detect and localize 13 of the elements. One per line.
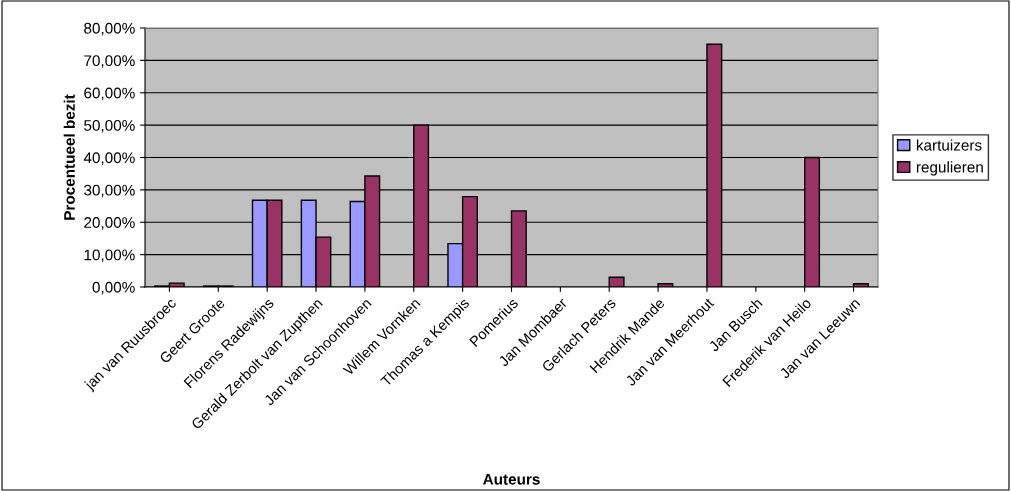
- y-tick-label: 70,00%: [84, 55, 135, 68]
- y-tick-label: 50,00%: [84, 119, 135, 133]
- y-tick-label: 20,00%: [84, 217, 135, 230]
- legend-label: kartuizers: [916, 139, 982, 151]
- y-tick-label: 60,00%: [84, 87, 135, 101]
- x-axis-title: Auteurs: [483, 474, 540, 485]
- y-tick-label: 80,00%: [84, 22, 135, 36]
- y-tick-label: 10,00%: [84, 249, 135, 263]
- y-tick-label: 0,00%: [92, 281, 135, 295]
- y-axis-title: Procentueel bezit: [63, 94, 75, 220]
- legend-label: regulieren: [916, 161, 983, 176]
- y-tick-label: 30,00%: [84, 184, 135, 198]
- y-tick-label: 40,00%: [83, 152, 135, 165]
